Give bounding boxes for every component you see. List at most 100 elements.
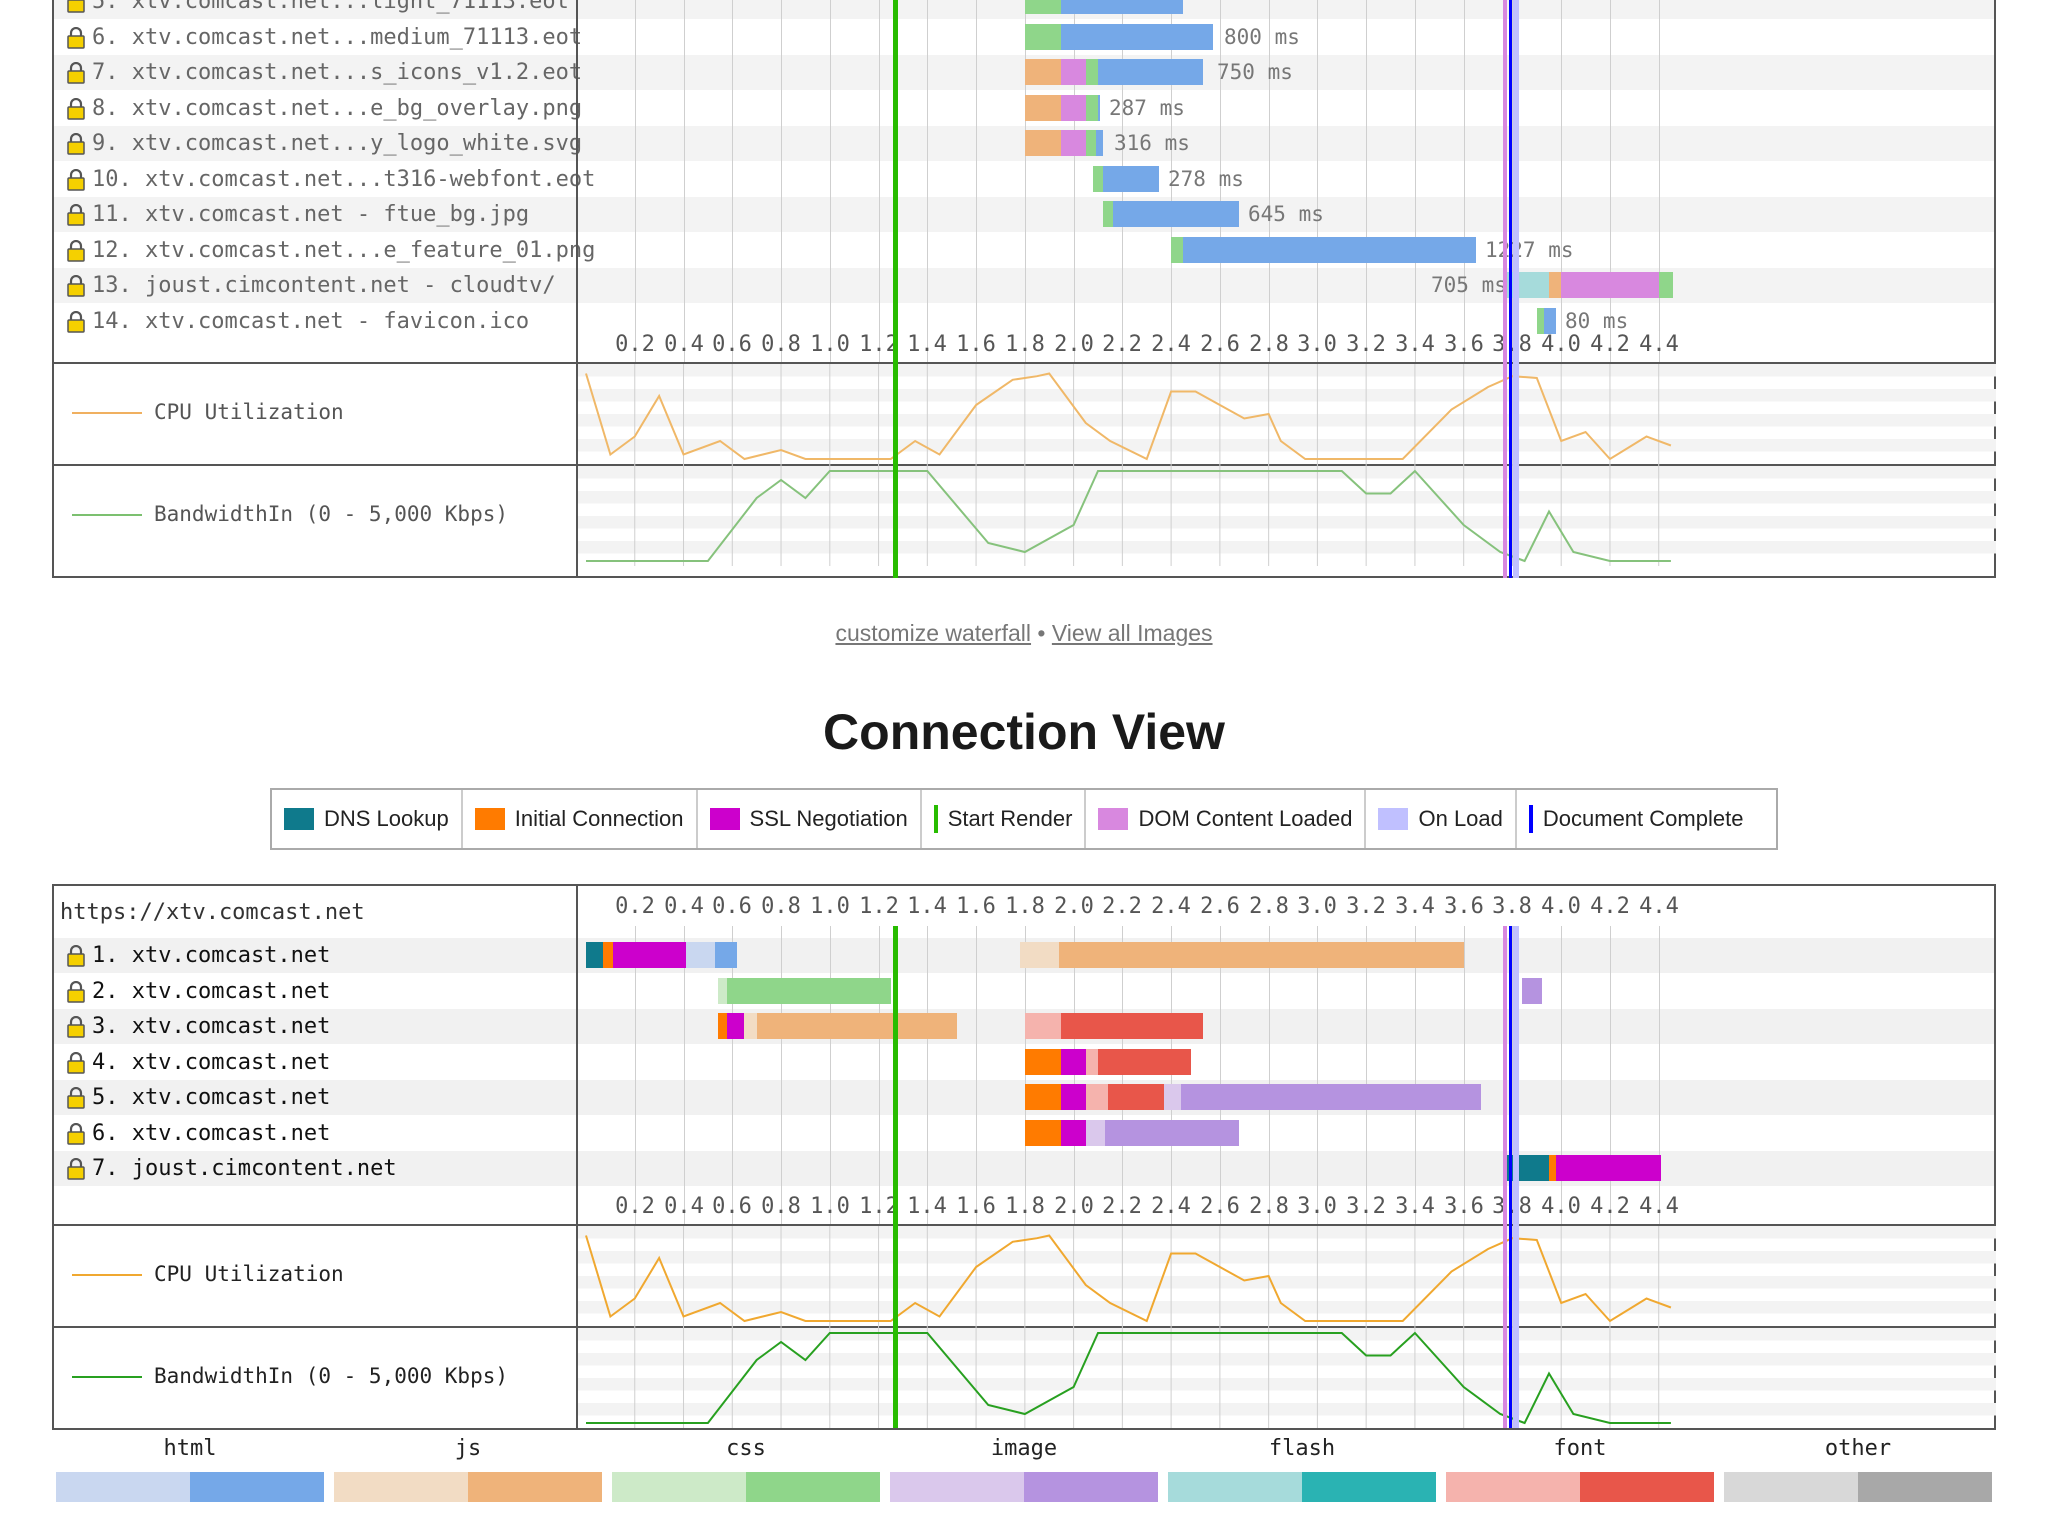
connection-bar-segment [1549,1155,1556,1181]
request-url[interactable]: 12. xtv.comcast.net...e_feature_01.png [92,237,596,263]
connection-bar-segment [1061,1084,1086,1110]
legend-ssl-negotiation: SSL Negotiation [698,790,922,848]
grid-line [1220,926,1221,1224]
axis-tick: 1.8 [1005,332,1045,357]
request-url[interactable]: 10. xtv.comcast.net...t316-webfont.eot [92,166,596,192]
connection-bar-segment [1181,1084,1481,1110]
connection-bar-segment [744,1013,757,1039]
legend-on-load: On Load [1366,790,1517,848]
document-complete-marker [1509,926,1512,1428]
bandwidth-line [586,469,1671,563]
connection-url-header: https://xtv.comcast.net [60,900,365,925]
connection-bar-segment [1164,1084,1181,1110]
legend-start-render: Start Render [922,790,1087,848]
request-url[interactable]: 14. xtv.comcast.net - favicon.ico [92,308,530,334]
axis-tick: 1.2 [859,1194,899,1219]
connection-bar-segment [718,977,727,1004]
axis-tick: 2.2 [1102,1194,1142,1219]
request-url[interactable]: 7. xtv.comcast.net...s_icons_v1.2.eot [92,60,583,85]
grid-line [1317,926,1318,1224]
graph-stripe [578,466,1996,479]
axis-tick: 1.4 [907,894,947,919]
request-bar-segment [1096,130,1103,156]
axis-tick: 0.4 [664,332,704,357]
axis-tick: 2.4 [1151,1194,1191,1219]
waterfall-utilization-graphs [578,364,1996,566]
axis-tick: 0.6 [712,894,752,919]
request-bar-segment [1103,201,1113,227]
connection-row-label: 7. joust.cimcontent.net [66,1151,397,1186]
connection-bar-segment [1105,1119,1239,1146]
axis-tick: 3.4 [1395,1194,1435,1219]
request-row-label: 11. xtv.comcast.net - ftue_bg.jpg [66,197,529,232]
connection-bar-segment [1108,1084,1164,1110]
row-stripe [54,126,1994,161]
request-bar-segment [1025,94,1061,121]
grid-line [1269,0,1270,362]
connection-host: 6. xtv.comcast.net [92,1120,331,1146]
request-bar-segment [1061,0,1183,14]
request-bar-segment [1098,94,1100,121]
graph-stripe [578,1353,1996,1366]
legend-document-complete: Document Complete [1517,790,1756,848]
graph-stripe [578,1403,1996,1416]
request-url[interactable]: 8. xtv.comcast.net...e_bg_overlay.png [92,95,583,121]
axis-tick: 3.2 [1346,332,1386,357]
axis-tick: 1.0 [810,332,850,357]
grid-line [1659,0,1660,362]
request-bar-segment [1061,23,1213,50]
link-separator: • [1037,620,1046,646]
axis-tick: 4.0 [1541,1194,1581,1219]
axis-tick: 1.4 [907,332,947,357]
request-row-label: 5. xtv.comcast.net...light_71113.eot [66,0,569,19]
grid-line [879,926,880,1224]
request-url[interactable]: 13. joust.cimcontent.net - cloudtv/ [92,273,556,298]
request-row-label: 8. xtv.comcast.net...e_bg_overlay.png [66,91,582,126]
axis-tick: 4.4 [1639,894,1679,919]
request-url[interactable]: 9. xtv.comcast.net...y_logo_white.svg [92,131,583,156]
request-duration: 278 ms [1168,166,1244,191]
request-row-label: 14. xtv.comcast.net - favicon.ico [66,304,529,339]
request-bar-segment [1086,59,1098,85]
request-url[interactable]: 5. xtv.comcast.net...light_71113.eot [92,0,569,14]
on-load-swatch [1378,808,1409,830]
dns-swatch [284,808,314,830]
view-all-images-link[interactable]: View all Images [1051,620,1213,646]
request-duration: 1227 ms [1485,237,1574,262]
content-type-html-label: html [163,1436,217,1461]
request-url[interactable]: 11. xtv.comcast.net - ftue_bg.jpg [92,202,530,227]
on-load-marker [1513,926,1519,1428]
content-type-font-swatch [1446,1472,1714,1502]
axis-tick: 3.8 [1492,894,1532,919]
request-url[interactable]: 6. xtv.comcast.net...medium_71113.eot [92,24,583,50]
connection-view-legend: DNS Lookup Initial Connection SSL Negoti… [270,788,1778,850]
grid-line [1415,0,1416,362]
grid-line [1074,926,1075,1224]
connection-bar-segment [727,1013,744,1039]
grid-line [684,926,685,1224]
row-stripe [54,1009,1994,1044]
connection-row-label: 5. xtv.comcast.net [66,1080,330,1115]
request-bar-segment [1061,59,1086,85]
request-bar-segment [1171,236,1183,263]
axis-tick: 2.0 [1054,1194,1094,1219]
request-duration: 80 ms [1565,308,1629,333]
grid-line [1512,0,1513,362]
axis-tick: 0.8 [761,894,801,919]
axis-tick: 2.8 [1249,894,1289,919]
request-bar-segment [1025,59,1061,85]
axis-tick: 2.8 [1249,332,1289,357]
document-complete-marker [1509,0,1512,578]
axis-tick: 2.8 [1249,1194,1289,1219]
grid-line [1171,926,1172,1224]
axis-tick: 2.2 [1102,894,1142,919]
cpu-utilization-line [585,1234,1672,1323]
grid-line [732,926,733,1224]
customize-waterfall-link[interactable]: customize waterfall [835,620,1032,646]
grid-line [635,0,636,362]
axis-tick: 3.2 [1346,894,1386,919]
axis-tick: 4.4 [1639,1194,1679,1219]
axis-tick: 3.0 [1297,1194,1337,1219]
content-type-html-swatch [56,1472,324,1502]
axis-tick: 0.2 [615,894,655,919]
